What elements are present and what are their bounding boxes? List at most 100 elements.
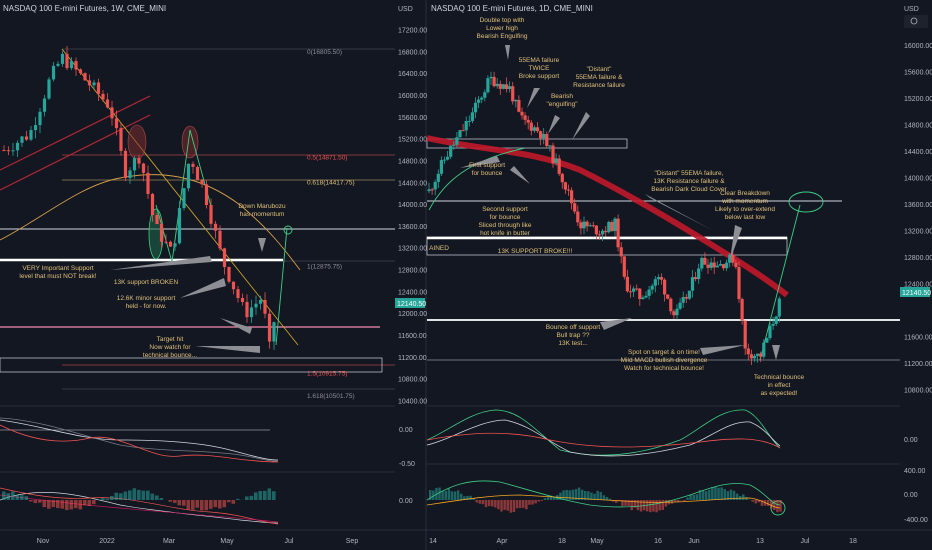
right-annotation: 55EMA failure & (576, 74, 623, 81)
right-candle-body (489, 76, 493, 79)
right-candle-body (498, 83, 502, 89)
fib-label: 1.5(10915.75) (307, 370, 347, 377)
right-candle-body (666, 294, 670, 299)
right-candle-body (694, 277, 698, 280)
left-trend-yellow (61, 48, 299, 346)
right-hist-bar (642, 500, 646, 511)
right-annotation: 13K test... (558, 340, 587, 347)
left-panel-bg (0, 0, 395, 550)
left-candle-body (236, 289, 240, 298)
right-ytick: 14000.00 (904, 175, 932, 182)
search-box[interactable] (904, 15, 928, 28)
right-xtick: Jul (801, 538, 810, 545)
right-ytick: 13200.00 (904, 228, 932, 235)
right-annotation: Spot on target & on time! (628, 349, 700, 356)
right-hist-bar (630, 500, 633, 511)
right-resistance-box (426, 138, 628, 149)
right-ytick: 15600.00 (904, 69, 932, 76)
right-hist-bar (636, 500, 640, 511)
left-hist-bar (69, 500, 74, 510)
right-annotation: 13K Resistance failure & (653, 178, 725, 185)
right-hist-bar (537, 500, 540, 502)
left-target-box (0, 357, 383, 373)
right-hist-bar (506, 500, 509, 511)
right-annotation: for bounce (490, 214, 521, 221)
right-candle-body (582, 221, 586, 229)
right-yticks: 16000.00 15600.00 15200.00 14800.00 14400.00… (904, 43, 932, 394)
left-candle-body (87, 80, 92, 86)
right-hist-bar (584, 490, 587, 500)
left-candle-body (204, 184, 209, 205)
right-hist-bar (742, 494, 745, 500)
right-candle-body (517, 99, 521, 112)
right-candle-body (746, 348, 750, 355)
right-ytick: 10800.00 (904, 387, 932, 394)
right-hist-bar (475, 500, 478, 503)
left-hist-bar (56, 500, 60, 509)
right-candles (427, 71, 781, 366)
right-macd-red (426, 432, 781, 449)
left-hist-bar (146, 490, 150, 500)
right-candle-body (560, 173, 564, 183)
right-candle-body (737, 267, 741, 300)
right-candle-body (492, 76, 496, 87)
left-candle-body (231, 281, 236, 290)
right-hist-bar (432, 490, 435, 500)
right-candle-body (610, 222, 614, 232)
right-hist-bar (512, 500, 516, 513)
right-candle-body (467, 120, 471, 122)
right-candle-body (570, 190, 574, 204)
right-annotation: Sliced through like (478, 222, 531, 229)
right-hist-bar (487, 500, 491, 507)
right-annotation: for bounce (472, 170, 503, 177)
left-candle-body (47, 79, 51, 99)
right-annotation: Mild MACD bullish divergence (621, 357, 708, 364)
right-osc-hist (429, 487, 782, 513)
left-ytick: 12400.00 (398, 289, 427, 296)
left-hist-bar (110, 496, 114, 500)
left-annotation: has momentum (240, 211, 285, 218)
right-hist-bar (562, 490, 565, 500)
right-hist-bar (655, 500, 658, 513)
right-annotation: Technical bounce (754, 374, 805, 381)
right-hist-bar (580, 489, 584, 500)
right-candle-body (749, 354, 753, 359)
right-hist-bar (776, 500, 779, 513)
right-candle-body (545, 133, 549, 147)
left-macd-tick-0: 0.00 (399, 427, 413, 434)
right-candle-body (765, 338, 769, 343)
left-candle-body (20, 136, 24, 143)
left-candle-body (65, 53, 69, 69)
right-hist-bar (608, 498, 612, 500)
fib-label: 1.618(10501.75) (307, 393, 355, 400)
left-annotation: technical bounce... (143, 352, 197, 359)
right-hist-bar (497, 500, 500, 510)
left-zigzag (155, 129, 213, 263)
left-candle-body (128, 170, 132, 179)
left-hist-bar (263, 490, 267, 500)
right-candle-body (480, 97, 484, 100)
right-hist-bar (450, 491, 454, 500)
fib-label: 0.618(14417.75) (307, 179, 355, 186)
left-ytick: 12800.00 (398, 268, 427, 275)
right-annotation: "Distant" 55EMA failure, (655, 170, 724, 177)
left-hist-bar (74, 500, 78, 509)
right-candle-body (473, 102, 478, 113)
right-ytick: 14400.00 (904, 149, 932, 156)
right-arrow-10 (700, 345, 745, 355)
right-hist-bar (599, 492, 602, 500)
left-candle-body (164, 241, 168, 243)
right-xticks: 14 Apr 18 May 16 Jun 13 Jul 18 (429, 538, 857, 545)
right-annotation: in effect (768, 382, 791, 389)
right-hist-bar (540, 500, 544, 501)
right-candle-body (576, 211, 580, 223)
left-hist-bar (6, 493, 11, 500)
right-hist-bar (472, 498, 475, 500)
right-candle-body (718, 264, 722, 266)
right-hist-bar (677, 500, 680, 503)
left-candle-body (249, 307, 254, 318)
left-hist-bar (38, 500, 42, 503)
left-hist-bar (65, 500, 69, 511)
left-candle-body (173, 243, 177, 247)
left-osc-tick-0: 0.00 (399, 498, 413, 505)
